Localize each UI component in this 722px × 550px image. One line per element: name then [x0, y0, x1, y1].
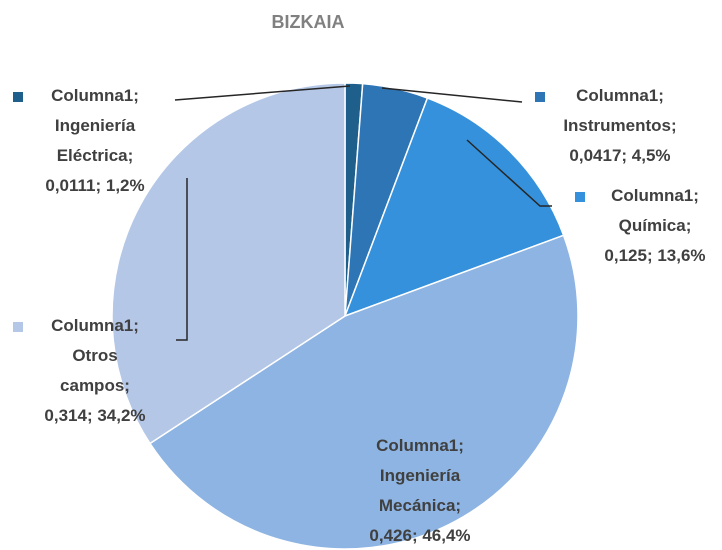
data-label-line: Otros	[72, 346, 117, 365]
pie-slice	[148, 234, 579, 550]
data-label-line: Columna1;	[611, 186, 699, 205]
data-label-line: Mecánica;	[379, 496, 461, 515]
data-label-line: Química;	[619, 216, 692, 235]
data-label-line: 0,0111; 1,2%	[45, 176, 144, 195]
legend-swatch	[535, 92, 545, 102]
leader-line	[176, 178, 188, 341]
leader-line	[174, 85, 351, 101]
data-label: Columna1; Química; 0,125; 13,6%	[604, 186, 705, 265]
pie-slice	[111, 82, 346, 445]
leader-line	[381, 87, 523, 103]
legend-swatch	[13, 322, 23, 332]
data-label-line: campos;	[60, 376, 130, 395]
data-label-line: Ingeniería	[55, 116, 136, 135]
data-label: Columna1; Ingeniería Mecánica; 0,426; 46,4%	[369, 436, 470, 545]
data-label-line: 0,125; 13,6%	[604, 246, 705, 265]
data-label-line: Columna1;	[576, 86, 664, 105]
data-label-line: 0,426; 46,4%	[369, 526, 470, 545]
legend-swatch	[575, 192, 585, 202]
legend-swatch	[13, 92, 23, 102]
data-label-line: 0,314; 34,2%	[44, 406, 145, 425]
data-label-line: Ingeniería	[380, 466, 461, 485]
data-label: Columna1; Ingeniería Eléctrica; 0,0111; 1,2…	[45, 86, 144, 195]
legend-swatch	[335, 442, 345, 452]
chart-title: BIZKAIA	[272, 12, 345, 32]
data-label-line: Columna1;	[376, 436, 464, 455]
leader-line	[466, 139, 552, 207]
data-label-line: Instrumentos;	[563, 116, 676, 135]
data-label-line: 0,0417; 4,5%	[569, 146, 670, 165]
data-label: Columna1; Instrumentos; 0,0417; 4,5%	[563, 86, 676, 165]
data-label-line: Columna1;	[51, 86, 139, 105]
data-label-line: Columna1;	[51, 316, 139, 335]
data-label-line: Eléctrica;	[57, 146, 134, 165]
pie-slice	[343, 97, 565, 318]
data-label: Columna1; Otros campos; 0,314; 34,2%	[44, 316, 145, 425]
